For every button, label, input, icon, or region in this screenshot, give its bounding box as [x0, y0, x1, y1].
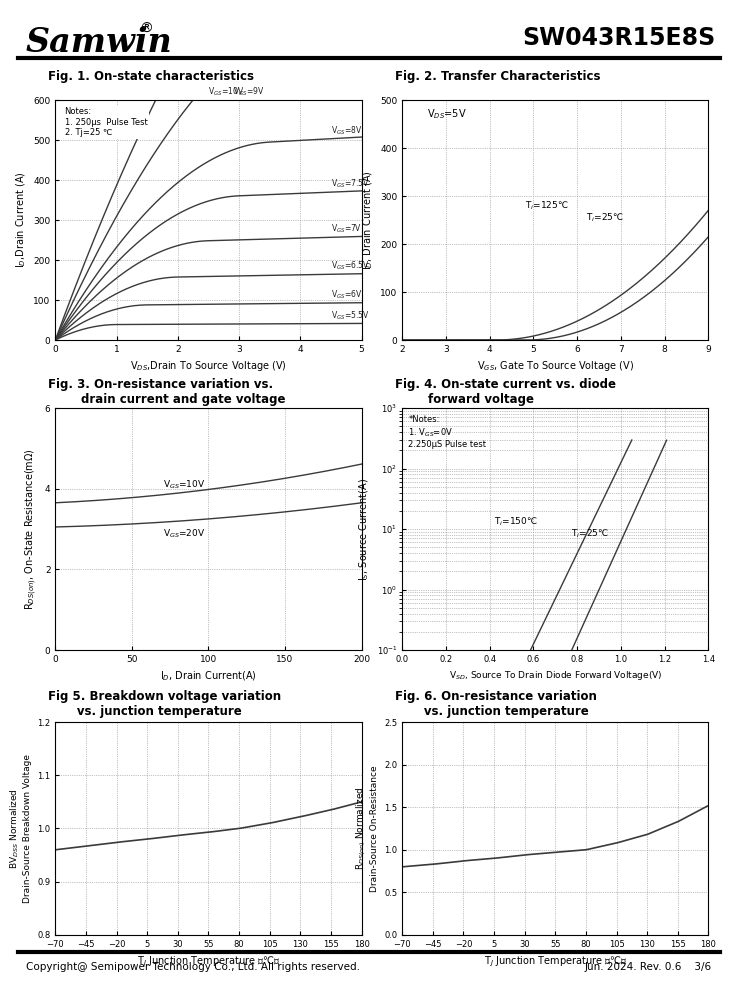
Text: V$_{GS}$=5.5V: V$_{GS}$=5.5V — [331, 309, 370, 322]
Y-axis label: I$_D$,Drain Current (A): I$_D$,Drain Current (A) — [14, 172, 28, 268]
Text: Notes:
1. 250μs  Pulse Test
2. Tj=25 ℃: Notes: 1. 250μs Pulse Test 2. Tj=25 ℃ — [64, 107, 148, 137]
X-axis label: T$_J$ Junction Temperature （℃）: T$_J$ Junction Temperature （℃） — [483, 954, 627, 969]
Text: V$_{GS}$=10V: V$_{GS}$=10V — [162, 479, 205, 491]
X-axis label: V$_{GS}$, Gate To Source Voltage (V): V$_{GS}$, Gate To Source Voltage (V) — [477, 359, 634, 373]
Y-axis label: BV$_{DSS}$ Normalized
Drain-Source Breakdown Voltage: BV$_{DSS}$ Normalized Drain-Source Break… — [9, 754, 32, 903]
Text: T$_i$=125℃: T$_i$=125℃ — [525, 199, 568, 212]
Text: V$_{GS}$=7V: V$_{GS}$=7V — [331, 223, 361, 235]
Text: V$_{GS}$=10V: V$_{GS}$=10V — [208, 86, 245, 98]
Text: V$_{GS}$=6.5V: V$_{GS}$=6.5V — [331, 260, 370, 272]
Y-axis label: I$_D$, Drain Current (A): I$_D$, Drain Current (A) — [361, 170, 375, 270]
Text: *Notes:
1. V$_{GS}$=0V
2.250μS Pulse test: *Notes: 1. V$_{GS}$=0V 2.250μS Pulse tes… — [408, 415, 486, 449]
Text: Fig. 1. On-state characteristics: Fig. 1. On-state characteristics — [48, 70, 254, 83]
Text: ®: ® — [139, 22, 153, 36]
Text: V$_{DS}$=5V: V$_{DS}$=5V — [427, 107, 466, 121]
Text: Jun. 2024. Rev. 0.6    3/6: Jun. 2024. Rev. 0.6 3/6 — [585, 962, 712, 972]
Text: T$_i$=25℃: T$_i$=25℃ — [586, 211, 624, 224]
Text: Fig. 6. On-resistance variation
       vs. junction temperature: Fig. 6. On-resistance variation vs. junc… — [395, 690, 597, 718]
Y-axis label: R$_{DS(on)}$, On-State Resistance(m$\Omega$): R$_{DS(on)}$, On-State Resistance(m$\Ome… — [24, 448, 39, 610]
X-axis label: T$_J$ Junction Temperature （℃）: T$_J$ Junction Temperature （℃） — [137, 954, 280, 969]
Text: V$_{GS}$=8V: V$_{GS}$=8V — [331, 124, 362, 137]
Text: Samwin: Samwin — [26, 26, 173, 59]
Y-axis label: R$_{DS(on)}$ Normalized
Drain-Source On-Resistance: R$_{DS(on)}$ Normalized Drain-Source On-… — [354, 765, 379, 892]
Text: Copyright@ Semipower Technology Co., Ltd. All rights reserved.: Copyright@ Semipower Technology Co., Ltd… — [26, 962, 360, 972]
Text: SW043R15E8S: SW043R15E8S — [523, 26, 716, 50]
Text: V$_{GS}$=20V: V$_{GS}$=20V — [162, 527, 205, 540]
Text: T$_i$=150℃: T$_i$=150℃ — [494, 515, 538, 528]
Text: V$_{GS}$=7.5V: V$_{GS}$=7.5V — [331, 178, 370, 190]
Y-axis label: I$_S$, Source Current(A): I$_S$, Source Current(A) — [357, 477, 371, 581]
Text: Fig. 4. On-state current vs. diode
        forward voltage: Fig. 4. On-state current vs. diode forwa… — [395, 378, 615, 406]
Text: T$_i$=25℃: T$_i$=25℃ — [570, 527, 609, 540]
Text: Fig. 2. Transfer Characteristics: Fig. 2. Transfer Characteristics — [395, 70, 600, 83]
Text: V$_{GS}$=9V: V$_{GS}$=9V — [233, 86, 264, 98]
X-axis label: V$_{SD}$, Source To Drain Diode Forward Voltage(V): V$_{SD}$, Source To Drain Diode Forward … — [449, 669, 662, 682]
Text: V$_{GS}$=6V: V$_{GS}$=6V — [331, 289, 362, 301]
Text: Fig 5. Breakdown voltage variation
       vs. junction temperature: Fig 5. Breakdown voltage variation vs. j… — [48, 690, 281, 718]
Text: Fig. 3. On-resistance variation vs.
        drain current and gate voltage: Fig. 3. On-resistance variation vs. drai… — [48, 378, 286, 406]
X-axis label: I$_D$, Drain Current(A): I$_D$, Drain Current(A) — [160, 669, 257, 683]
X-axis label: V$_{DS}$,Drain To Source Voltage (V): V$_{DS}$,Drain To Source Voltage (V) — [130, 359, 287, 373]
